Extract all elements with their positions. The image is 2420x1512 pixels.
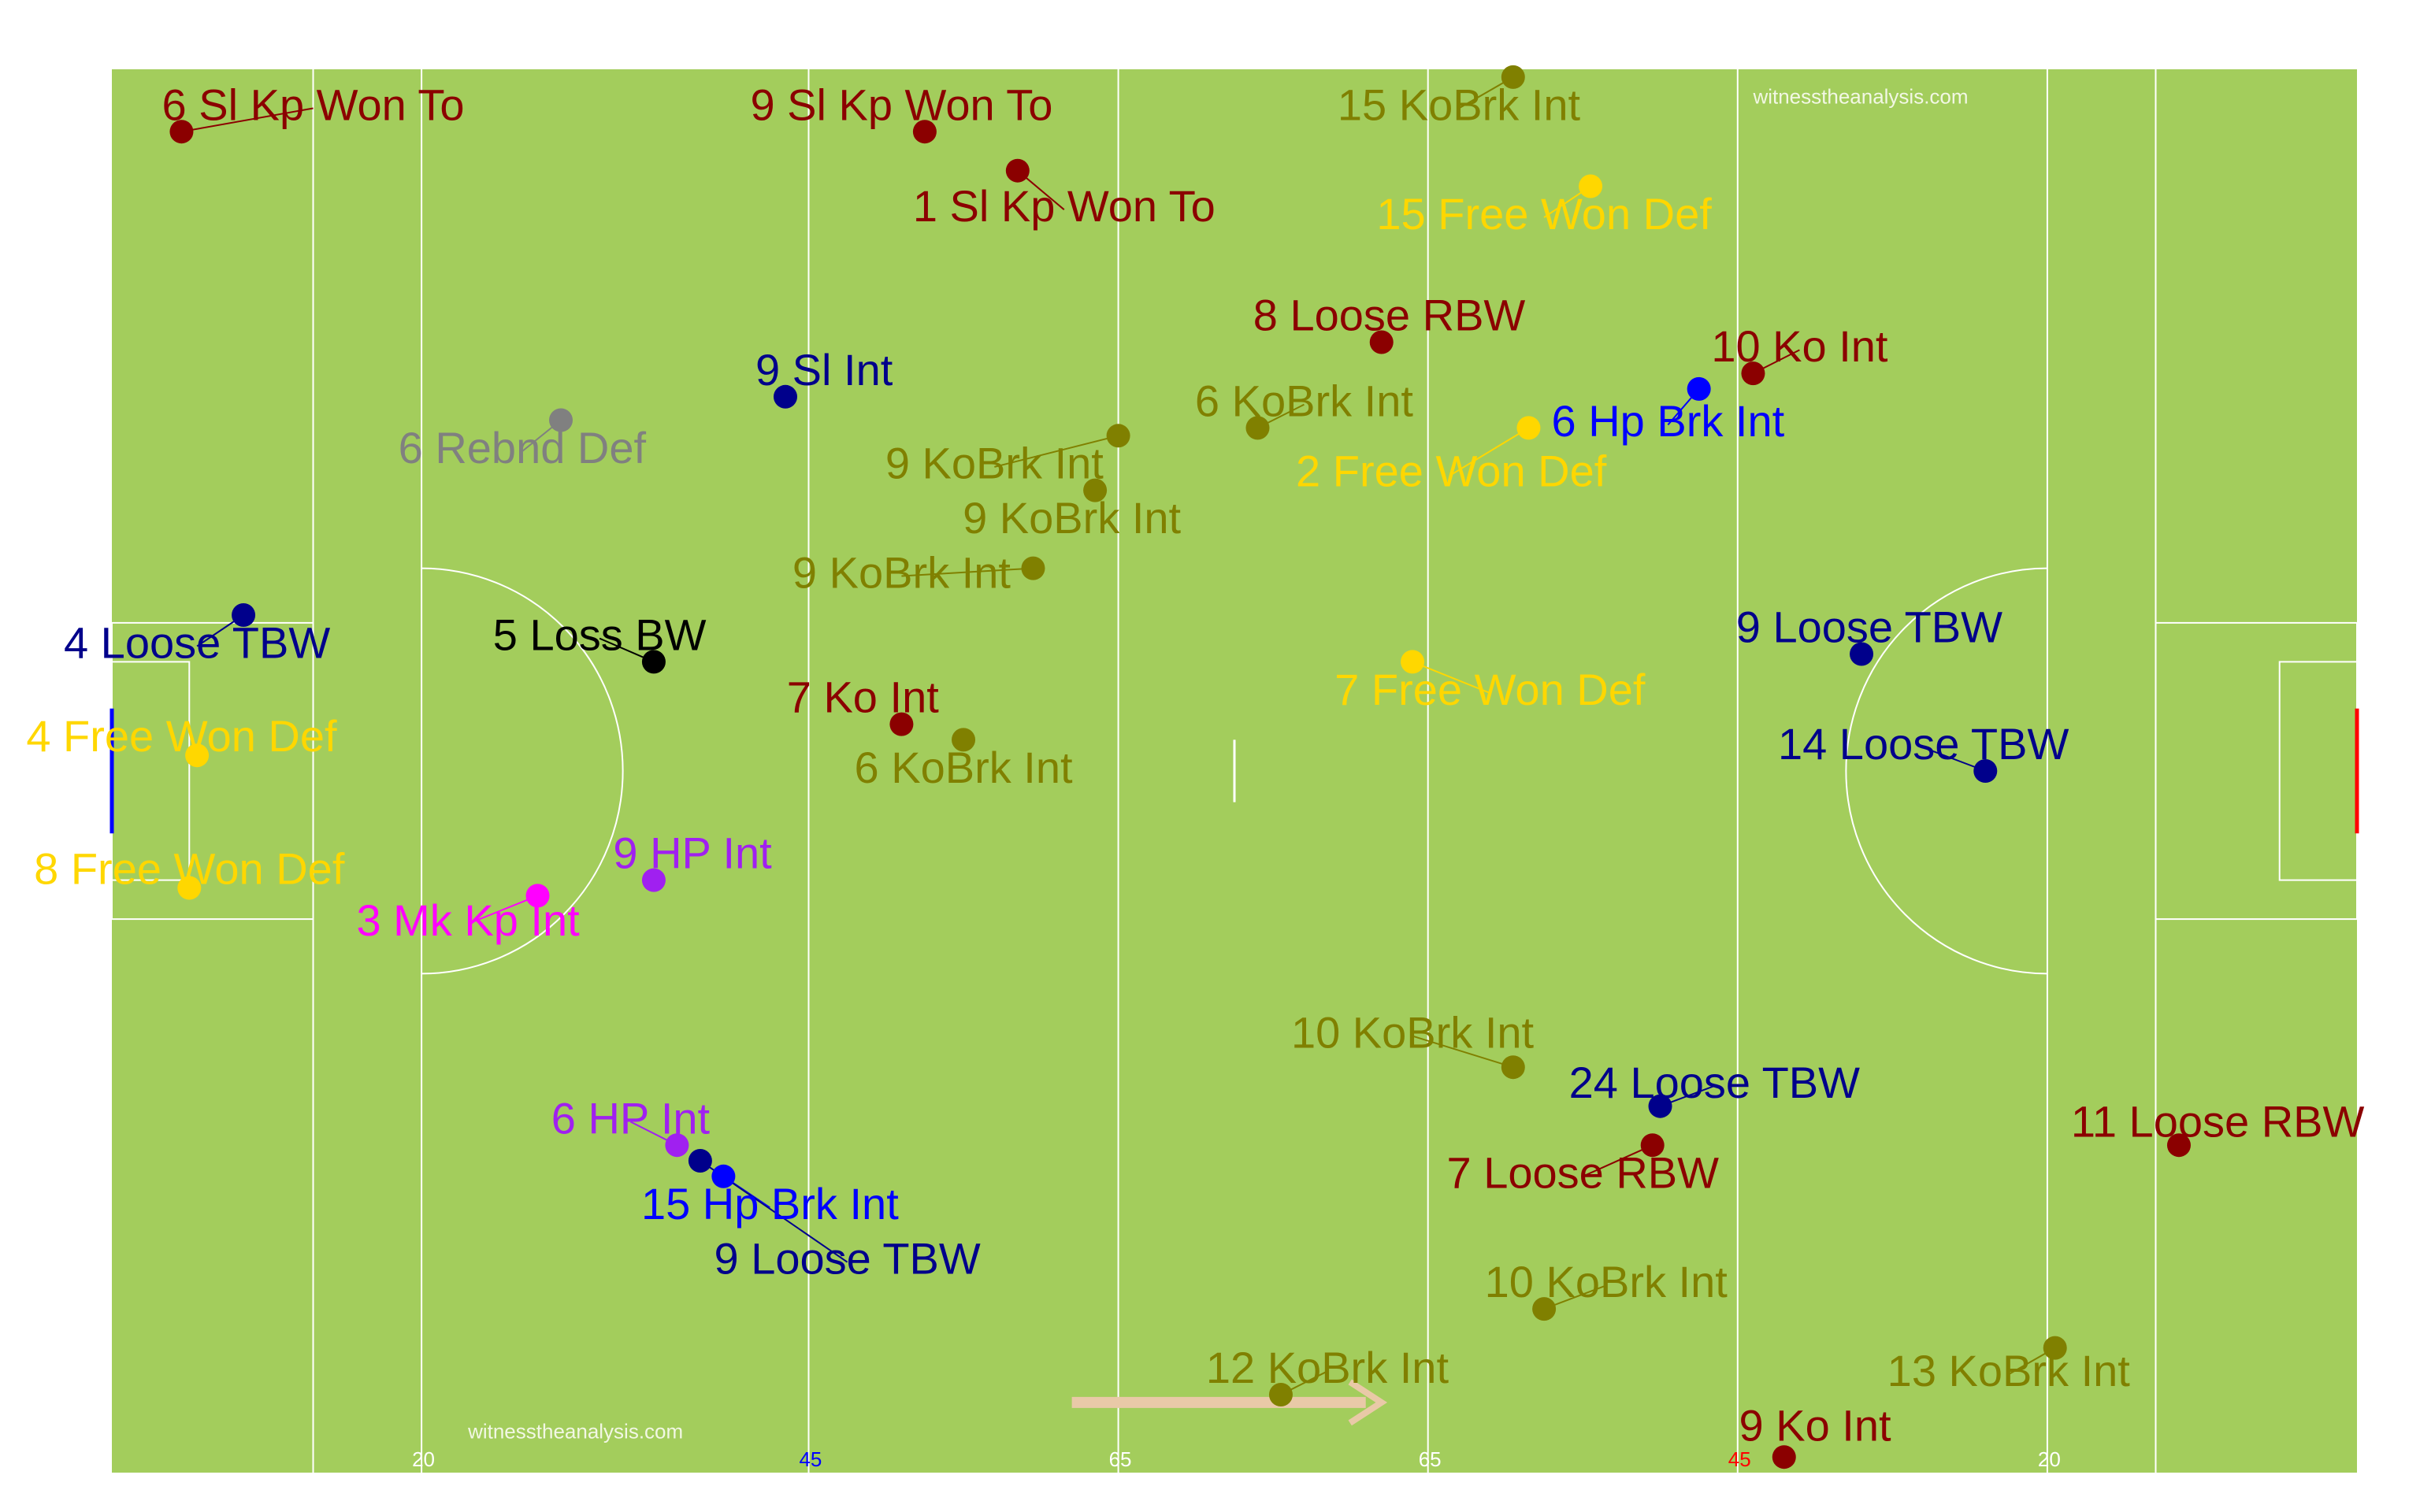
data-point (525, 884, 550, 908)
data-label: 10 Ko Int (1711, 321, 1888, 371)
data-point (1973, 759, 1998, 783)
data-label: 13 KoBrk Int (1887, 1346, 2131, 1395)
data-point (185, 743, 210, 768)
data-point (641, 868, 666, 892)
data-label: 24 Loose TBW (1569, 1058, 1861, 1107)
data-label: 11 Loose RBW (2071, 1096, 2365, 1146)
pitch: 20 45 65 65 45 20 (109, 69, 2359, 1473)
data-point (1005, 158, 1030, 183)
data-point (952, 728, 976, 752)
data-point (889, 712, 914, 736)
data-label: 6 Sl Kp Won To (162, 80, 465, 129)
data-point (2166, 1133, 2191, 1158)
data-point (549, 408, 573, 432)
leader-line (1450, 427, 1529, 476)
data-point (1501, 65, 1525, 89)
data-point (1640, 1133, 1665, 1158)
data-point (641, 650, 666, 674)
data-label: 9 KoBrk Int (963, 493, 1181, 543)
data-label: 15 Hp Brk Int (641, 1179, 899, 1228)
data-point (2043, 1336, 2067, 1360)
distance-label: 65 (1109, 1447, 1132, 1471)
data-point (1021, 556, 1045, 580)
watermarks: witnesstheanalysis.com witnesstheanalysis… (467, 85, 1969, 1443)
data-labels: 6 Sl Kp Won To 9 Sl Kp Won To 1 Sl Kp Won … (26, 80, 2364, 1450)
data-label: 7 Free Won Def (1334, 665, 1646, 714)
distance-label: 45 (799, 1447, 822, 1471)
data-point (1850, 642, 1874, 666)
data-point (169, 120, 194, 144)
data-label: 15 KoBrk Int (1338, 80, 1581, 129)
data-point (232, 603, 256, 627)
data-point (688, 1149, 712, 1173)
data-label: 10 KoBrk Int (1291, 1007, 1535, 1057)
watermark-bottom: witnesstheanalysis.com (467, 1419, 683, 1443)
distance-label: 20 (412, 1447, 435, 1471)
data-point (1083, 478, 1108, 502)
data-label: 6 Hp Brk Int (1552, 396, 1785, 446)
data-label: 14 Loose TBW (1778, 719, 2069, 769)
data-label: 4 Free Won Def (26, 711, 337, 761)
data-point (1648, 1094, 1672, 1118)
data-label: 9 Sl Int (755, 345, 893, 395)
data-label: 9 Sl Kp Won To (750, 80, 1052, 129)
data-label: 9 Loose TBW (714, 1233, 980, 1283)
data-point (1772, 1445, 1796, 1469)
data-points (169, 65, 2191, 1469)
data-label: 7 Loose RBW (1446, 1148, 1719, 1198)
data-point (177, 876, 202, 900)
data-label: 9 KoBrk Int (792, 547, 1011, 597)
direction-arrow-head (1348, 1379, 1388, 1426)
direction-arrow (1071, 1379, 1388, 1426)
data-label: 2 Free Won Def (1296, 447, 1607, 496)
leader-line (1412, 661, 1490, 694)
data-label: 9 Loose TBW (1736, 602, 2002, 652)
data-label: 10 KoBrk Int (1485, 1257, 1728, 1306)
data-label: 8 Loose RBW (1253, 291, 1526, 340)
semicircle-right (1845, 567, 2047, 975)
data-point (1687, 376, 1711, 401)
data-point (1401, 650, 1425, 674)
data-point (1106, 424, 1130, 448)
leader-line (994, 435, 1119, 468)
data-point (1516, 416, 1541, 440)
data-point (1369, 330, 1394, 354)
data-label: 8 Free Won Def (34, 843, 345, 893)
data-point (1501, 1055, 1525, 1080)
distance-label: 20 (2038, 1447, 2061, 1471)
data-point (1579, 174, 1603, 198)
data-point (1268, 1383, 1293, 1406)
data-label: 3 Mk Kp Int (356, 895, 580, 945)
data-label: 9 KoBrk Int (885, 439, 1104, 488)
leader-line (901, 567, 1034, 577)
data-label: 1 Sl Kp Won To (913, 181, 1216, 231)
data-label: 9 HP Int (613, 828, 772, 878)
data-point (1245, 416, 1270, 440)
data-point (1532, 1297, 1557, 1321)
data-label: 9 Ko Int (1739, 1400, 1891, 1450)
leader-line (1582, 1144, 1654, 1177)
data-label: 4 Loose TBW (64, 617, 330, 667)
data-label: 15 Free Won Def (1376, 189, 1712, 239)
data-point (774, 384, 797, 409)
data-point (711, 1164, 736, 1188)
leader-line (1412, 1035, 1514, 1069)
data-label: 6 KoBrk Int (855, 743, 1073, 792)
semicircle-left (421, 567, 624, 975)
data-label: 6 HP Int (551, 1093, 711, 1143)
data-label: 12 KoBrk Int (1206, 1343, 1449, 1392)
data-label: 5 Loss BW (493, 610, 707, 659)
watermark-top: witnesstheanalysis.com (1752, 85, 1968, 109)
leader-line (181, 107, 314, 133)
data-label: 7 Ko Int (787, 673, 939, 722)
data-point (665, 1133, 689, 1158)
distance-label: 45 (1728, 1447, 1751, 1471)
data-point (912, 120, 937, 144)
data-label: 6 Rebnd Def (399, 423, 647, 472)
leader-line (467, 895, 538, 925)
distance-label: 65 (1419, 1447, 1442, 1471)
data-label: 6 KoBrk Int (1195, 376, 1413, 425)
data-point (1741, 361, 1765, 386)
